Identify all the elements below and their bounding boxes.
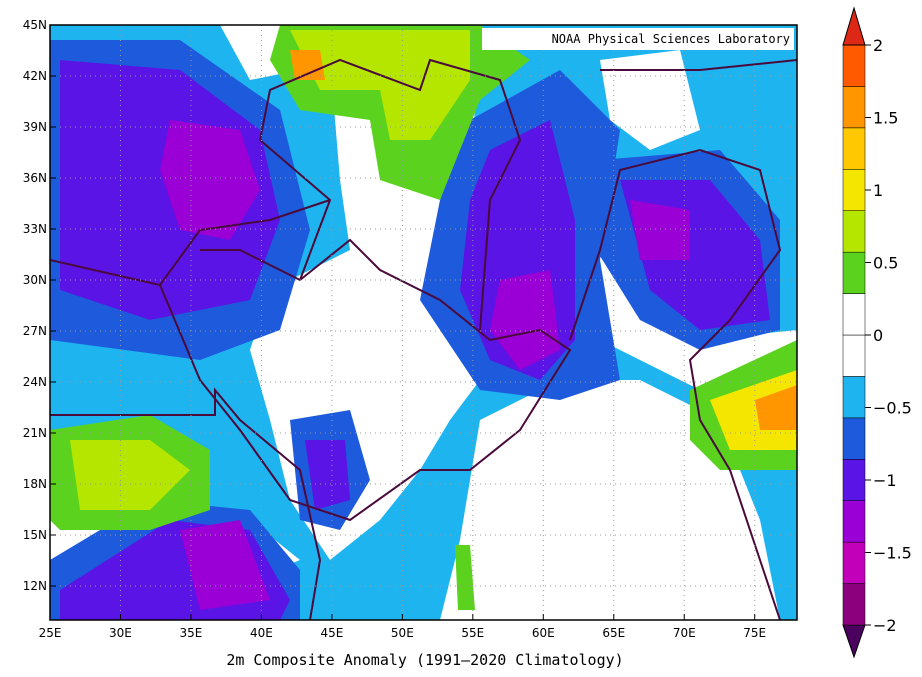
colorbar-label: −0.5 xyxy=(873,399,912,418)
lon-label: 65E xyxy=(602,626,625,640)
lon-label: 75E xyxy=(743,626,766,640)
colorbar-band xyxy=(842,169,866,211)
colorbar-band xyxy=(842,459,866,501)
lon-label: 45E xyxy=(320,626,343,640)
map-title: 2m Composite Anomaly (1991–2020 Climatol… xyxy=(226,651,623,669)
lat-label: 21N xyxy=(23,426,47,440)
colorbar-label: 0.5 xyxy=(873,254,898,273)
lat-label: 33N xyxy=(23,222,47,236)
lon-label: 25E xyxy=(39,626,62,640)
colorbar-band xyxy=(842,376,866,419)
colorbar-label: 1 xyxy=(873,181,883,200)
lat-label: 30N xyxy=(23,273,47,287)
colorbar-label: 1.5 xyxy=(873,109,898,128)
colorbar-label: 2 xyxy=(873,36,883,55)
colorbar-band xyxy=(842,293,866,336)
colorbar-label: −1.5 xyxy=(873,544,912,563)
lon-label: 55E xyxy=(461,626,484,640)
colorbar-band xyxy=(842,541,866,584)
plot-frame xyxy=(49,24,798,621)
lon-label: 50E xyxy=(391,626,414,640)
lat-label: 39N xyxy=(23,120,47,134)
borders xyxy=(50,58,797,620)
lon-label: 30E xyxy=(109,626,132,640)
watermark: NOAA Physical Sciences Laboratory xyxy=(552,32,790,46)
lon-label: 70E xyxy=(673,626,696,640)
colorbar-band xyxy=(842,210,866,253)
lat-label: 42N xyxy=(23,69,47,83)
colorbar-band xyxy=(842,334,866,377)
colorbar-upper-triangle xyxy=(842,6,866,46)
colorbar-lower-triangle xyxy=(842,624,866,659)
colorbar: 2 1.5 1 0.5 0 −0.5 −1 −1.5 −2 xyxy=(842,6,912,659)
colorbar-band xyxy=(842,500,866,543)
colorbar-label: 0 xyxy=(873,326,883,345)
colorbar-band xyxy=(842,86,866,129)
watermark-box xyxy=(482,28,794,50)
lon-label: 35E xyxy=(180,626,203,640)
lat-label: 36N xyxy=(23,171,47,185)
colorbar-band xyxy=(842,127,866,170)
colorbar-band xyxy=(842,251,866,294)
lon-label: 40E xyxy=(250,626,273,640)
lat-label: 24N xyxy=(23,375,47,389)
lat-label: 45N xyxy=(23,18,47,32)
colorbar-band xyxy=(842,417,866,460)
lat-label: 27N xyxy=(23,324,47,338)
colorbar-label: −1 xyxy=(873,471,897,490)
colorbar-band xyxy=(842,44,866,87)
lat-label: 18N xyxy=(23,477,47,491)
lon-label: 60E xyxy=(532,626,555,640)
contour-field xyxy=(50,25,797,620)
colorbar-band xyxy=(842,583,866,626)
lat-label: 15N xyxy=(23,528,47,542)
colorbar-label: −2 xyxy=(873,616,897,635)
lat-label: 12N xyxy=(23,579,47,593)
